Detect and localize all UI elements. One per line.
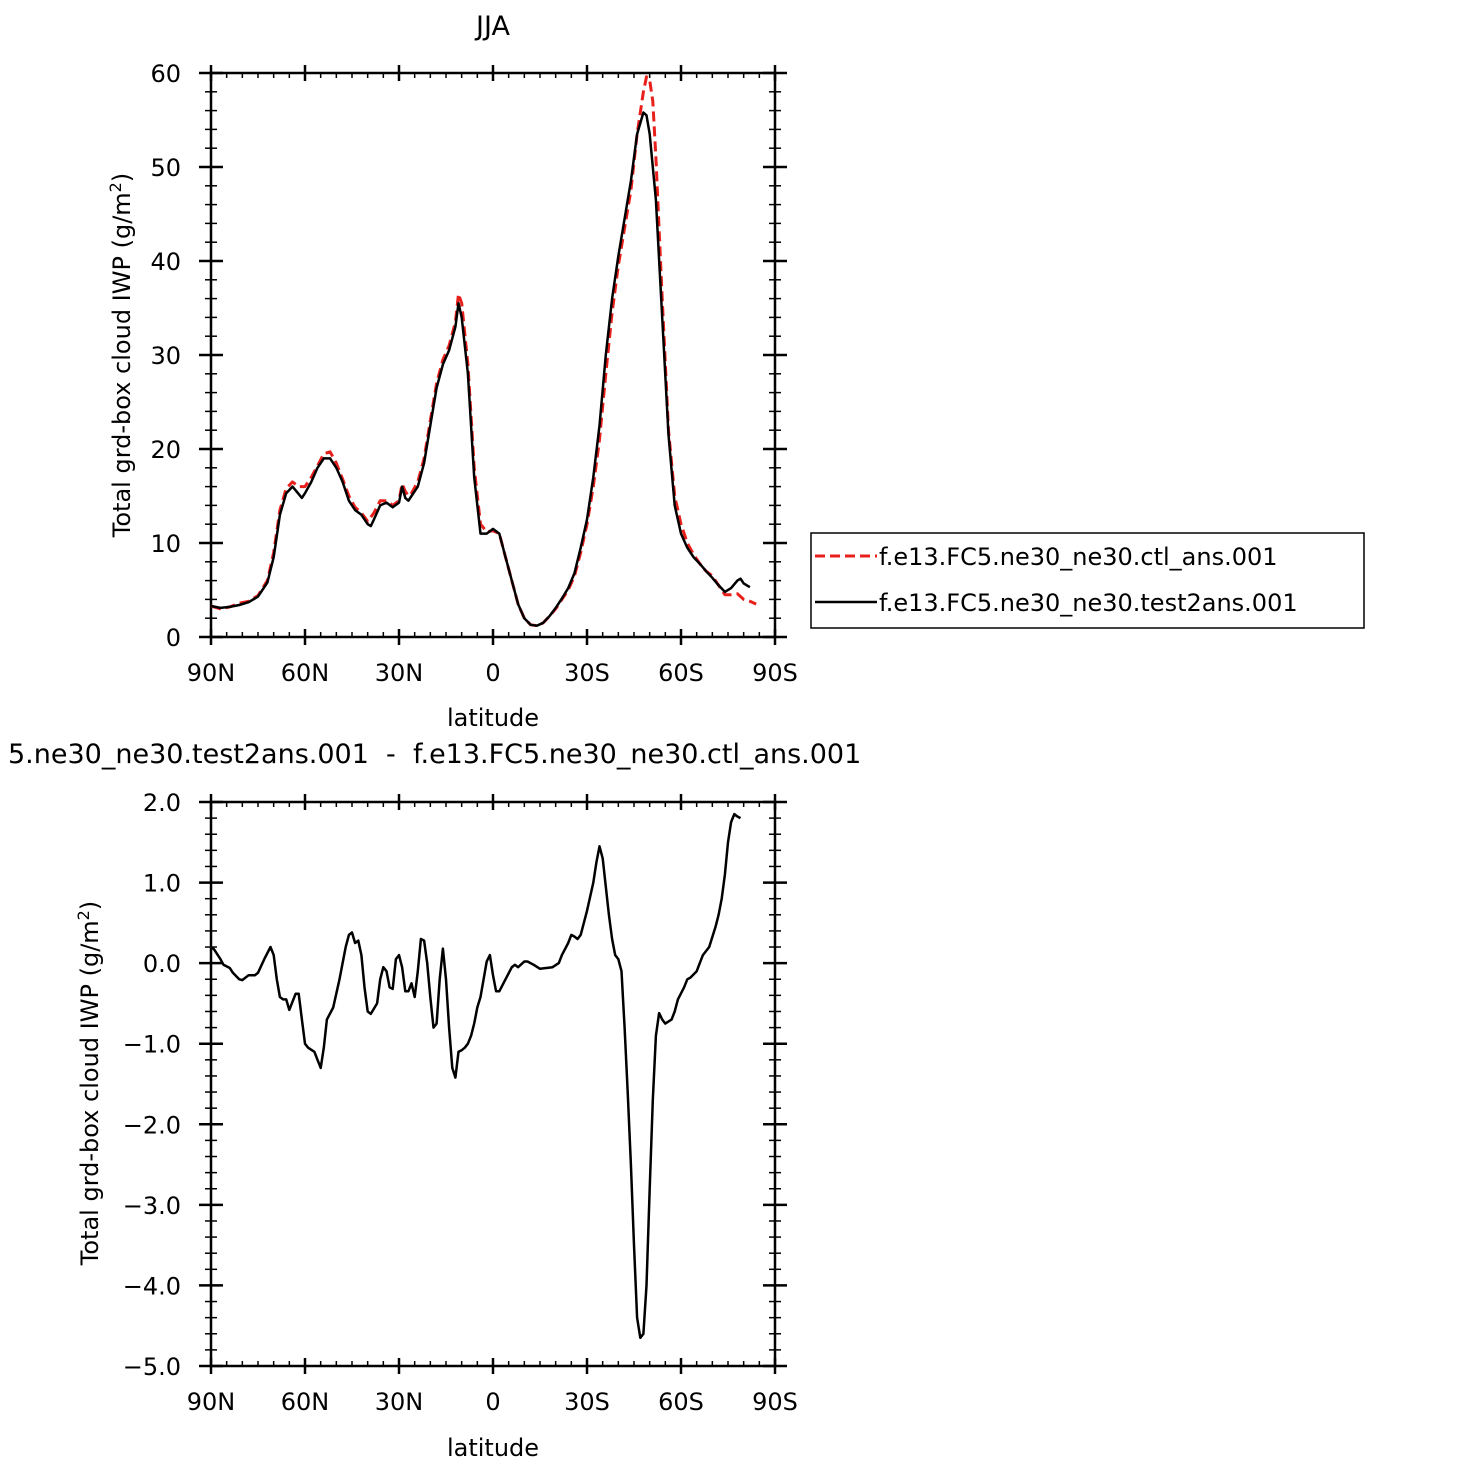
panel0-x-tick-label: 60N [281, 659, 330, 687]
panel0-x-tick-label: 30N [375, 659, 424, 687]
bottom-plot-area: 90N 60N 30N 0 30S 60S 90S −5.0 −4.0 −3.0 −2.0 −1.0 0… [123, 789, 798, 1416]
panel0-x-tick-label: 30S [564, 659, 610, 687]
legend: f.e13.FC5.ne30_ne30.ctl_ans.001 f.e13.FC… [810, 532, 1365, 629]
top-panel-title: JJA [474, 11, 510, 42]
panel1-x-tick-label: 60N [281, 1388, 330, 1416]
legend-label-test: f.e13.FC5.ne30_ne30.test2ans.001 [879, 589, 1298, 617]
panel1-y-tick-label: −4.0 [123, 1272, 181, 1300]
panel1-x-tick-label: 30N [375, 1388, 424, 1416]
panel1-x-tick-label: 60S [658, 1388, 704, 1416]
panel1-y-tick-label: 2.0 [143, 789, 181, 817]
panel1-x-tick-label: 90N [187, 1388, 236, 1416]
panel0-y-tick-label: 60 [150, 60, 181, 88]
top-plot-area: 90N 60N 30N 0 30S 60S 90S 0 10 20 30 40 50 60 [150, 60, 797, 687]
panel1-x-tick-label: 0 [485, 1388, 500, 1416]
panel0-series-line-1 [210, 111, 751, 627]
panel1-y-tick-label: −5.0 [123, 1353, 181, 1381]
bottom-y-axis-label-end: ) [76, 901, 104, 910]
bottom-y-axis-label-sup: 2 [74, 910, 93, 920]
panel0-y-tick-label: 10 [150, 530, 181, 558]
legend-box [810, 532, 1365, 629]
panel1-y-tick-label: 0.0 [143, 950, 181, 978]
panel0-x-tick-label: 60S [658, 659, 704, 687]
bottom-y-axis-label-main: Total grd-box cloud IWP (g/m [76, 920, 104, 1266]
top-x-axis-label: latitude [447, 704, 539, 732]
bottom-x-axis-label: latitude [447, 1434, 539, 1462]
panel0-x-tick-label: 90N [187, 659, 236, 687]
top-panel-iwp-comparison: JJA 90N 60N 30N 0 30S 60S 90S 0 10 20 30 40 50 60 lat… [106, 11, 1365, 732]
top-y-axis-label-sup: 2 [106, 182, 125, 192]
top-y-axis-label-main: Total grd-box cloud IWP (g/m [108, 192, 136, 538]
panel1-series-line-0 [210, 812, 742, 1340]
panel1-y-tick-label: −2.0 [123, 1111, 181, 1139]
panel0-series-line-0 [210, 75, 757, 628]
top-y-axis-label: Total grd-box cloud IWP (g/m2) [106, 173, 136, 538]
panel0-y-tick-label: 50 [150, 154, 181, 182]
panel0-y-tick-label: 40 [150, 248, 181, 276]
panel0-x-tick-label: 90S [752, 659, 798, 687]
panel1-y-tick-label: −1.0 [123, 1031, 181, 1059]
panel1-x-tick-label: 30S [564, 1388, 610, 1416]
bottom-y-axis-label: Total grd-box cloud IWP (g/m2) [74, 901, 104, 1266]
bottom-panel-iwp-difference: 5.ne30_ne30.test2ans.001 - f.e13.FC5.ne3… [8, 739, 861, 1462]
top-y-axis-label-end: ) [108, 173, 136, 182]
panel0-y-tick-label: 0 [166, 624, 181, 652]
panel1-x-tick-label: 90S [752, 1388, 798, 1416]
panel1-frame [209, 800, 777, 1368]
bottom-panel-title: 5.ne30_ne30.test2ans.001 - f.e13.FC5.ne3… [8, 739, 861, 770]
panel1-y-tick-label: 1.0 [143, 870, 181, 898]
panel0-x-tick-label: 0 [485, 659, 500, 687]
panel0-y-tick-label: 30 [150, 342, 181, 370]
panel0-y-tick-label: 20 [150, 436, 181, 464]
panel1-y-tick-label: −3.0 [123, 1192, 181, 1220]
legend-label-ctl: f.e13.FC5.ne30_ne30.ctl_ans.001 [879, 543, 1278, 571]
